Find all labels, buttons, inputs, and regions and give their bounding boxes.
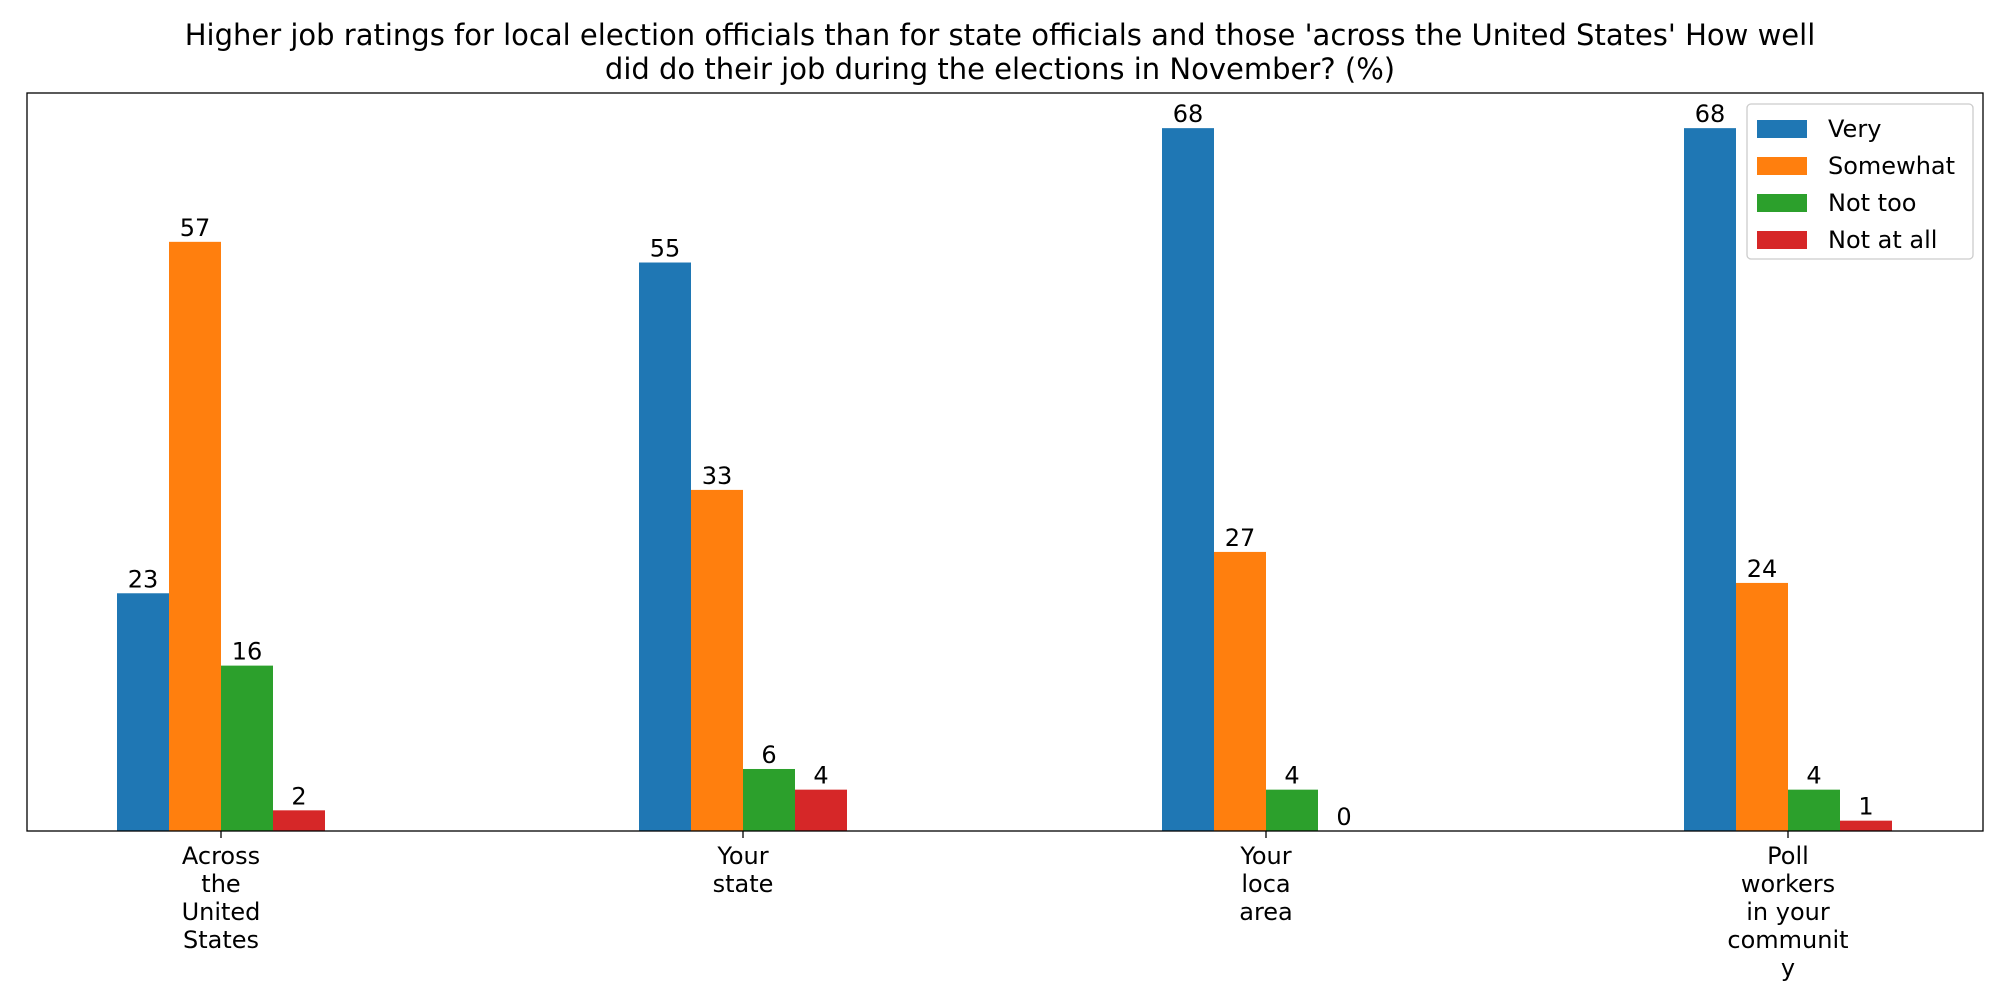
bar-not-too-0 — [221, 665, 273, 831]
bar-value-label: 2 — [291, 782, 306, 810]
legend-swatch — [1757, 194, 1807, 212]
bar-value-label: 24 — [1747, 555, 1778, 583]
bar-somewhat-1 — [691, 489, 743, 831]
x-tick-label: Poll workers in your communit y — [1727, 842, 1848, 982]
bar-very-3 — [1684, 128, 1736, 832]
chart-title: Higher job ratings for local election of… — [0, 18, 2000, 86]
bar-value-label: 4 — [1806, 762, 1821, 790]
bar-value-label: 4 — [813, 762, 828, 790]
bar-value-label: 16 — [232, 638, 263, 666]
plot-frame — [26, 92, 1984, 832]
legend-swatch — [1757, 231, 1807, 249]
bar-value-label: 27 — [1225, 524, 1256, 552]
bar-very-1 — [639, 262, 691, 832]
x-axis: Across the United States Your state Your loca ar… — [182, 831, 1849, 982]
bar-very-2 — [1162, 128, 1214, 832]
bar-value-label: 6 — [761, 741, 776, 769]
legend-label: Somewhat — [1828, 152, 1955, 180]
bar-value-label: 4 — [1284, 762, 1299, 790]
legend-box — [1746, 103, 1974, 260]
legend-label: Not too — [1828, 189, 1916, 217]
bar-not-too-1 — [743, 768, 795, 831]
bar-very-0 — [117, 593, 169, 831]
bar-not-at-all-0 — [273, 810, 325, 831]
bar-not-at-all-3 — [1840, 820, 1892, 831]
bar-value-label: 68 — [1173, 100, 1204, 128]
bar-not-too-2 — [1266, 789, 1318, 831]
bar-not-at-all-1 — [795, 789, 847, 831]
bar-value-label: 1 — [1858, 793, 1873, 821]
bar-value-label: 55 — [650, 235, 681, 263]
x-tick-label: Across the United States — [182, 842, 261, 954]
bar-value-label: 57 — [180, 214, 211, 242]
legend-label: Not at all — [1828, 226, 1937, 254]
bar-not-too-3 — [1788, 789, 1840, 831]
bar-value-label: 23 — [128, 565, 159, 593]
bar-somewhat-0 — [169, 241, 221, 831]
bar-somewhat-2 — [1214, 551, 1266, 831]
bar-group — [117, 128, 1892, 832]
x-tick-label: Your state — [713, 842, 774, 898]
bar-value-label: 0 — [1336, 803, 1351, 831]
legend-label: Very — [1828, 115, 1881, 143]
legend: Very Somewhat Not too Not at all — [1746, 103, 1974, 260]
bar-value-label: 68 — [1695, 100, 1726, 128]
bar-value-label: 33 — [702, 462, 733, 490]
x-tick-label: Your loca area — [1239, 842, 1293, 926]
chart-title-line-1: Higher job ratings for local election of… — [184, 18, 1816, 52]
bar-somewhat-3 — [1736, 582, 1788, 831]
legend-swatch — [1757, 120, 1807, 138]
legend-swatch — [1757, 157, 1807, 175]
chart-title-line-2: did do their job during the elections in… — [604, 52, 1396, 86]
